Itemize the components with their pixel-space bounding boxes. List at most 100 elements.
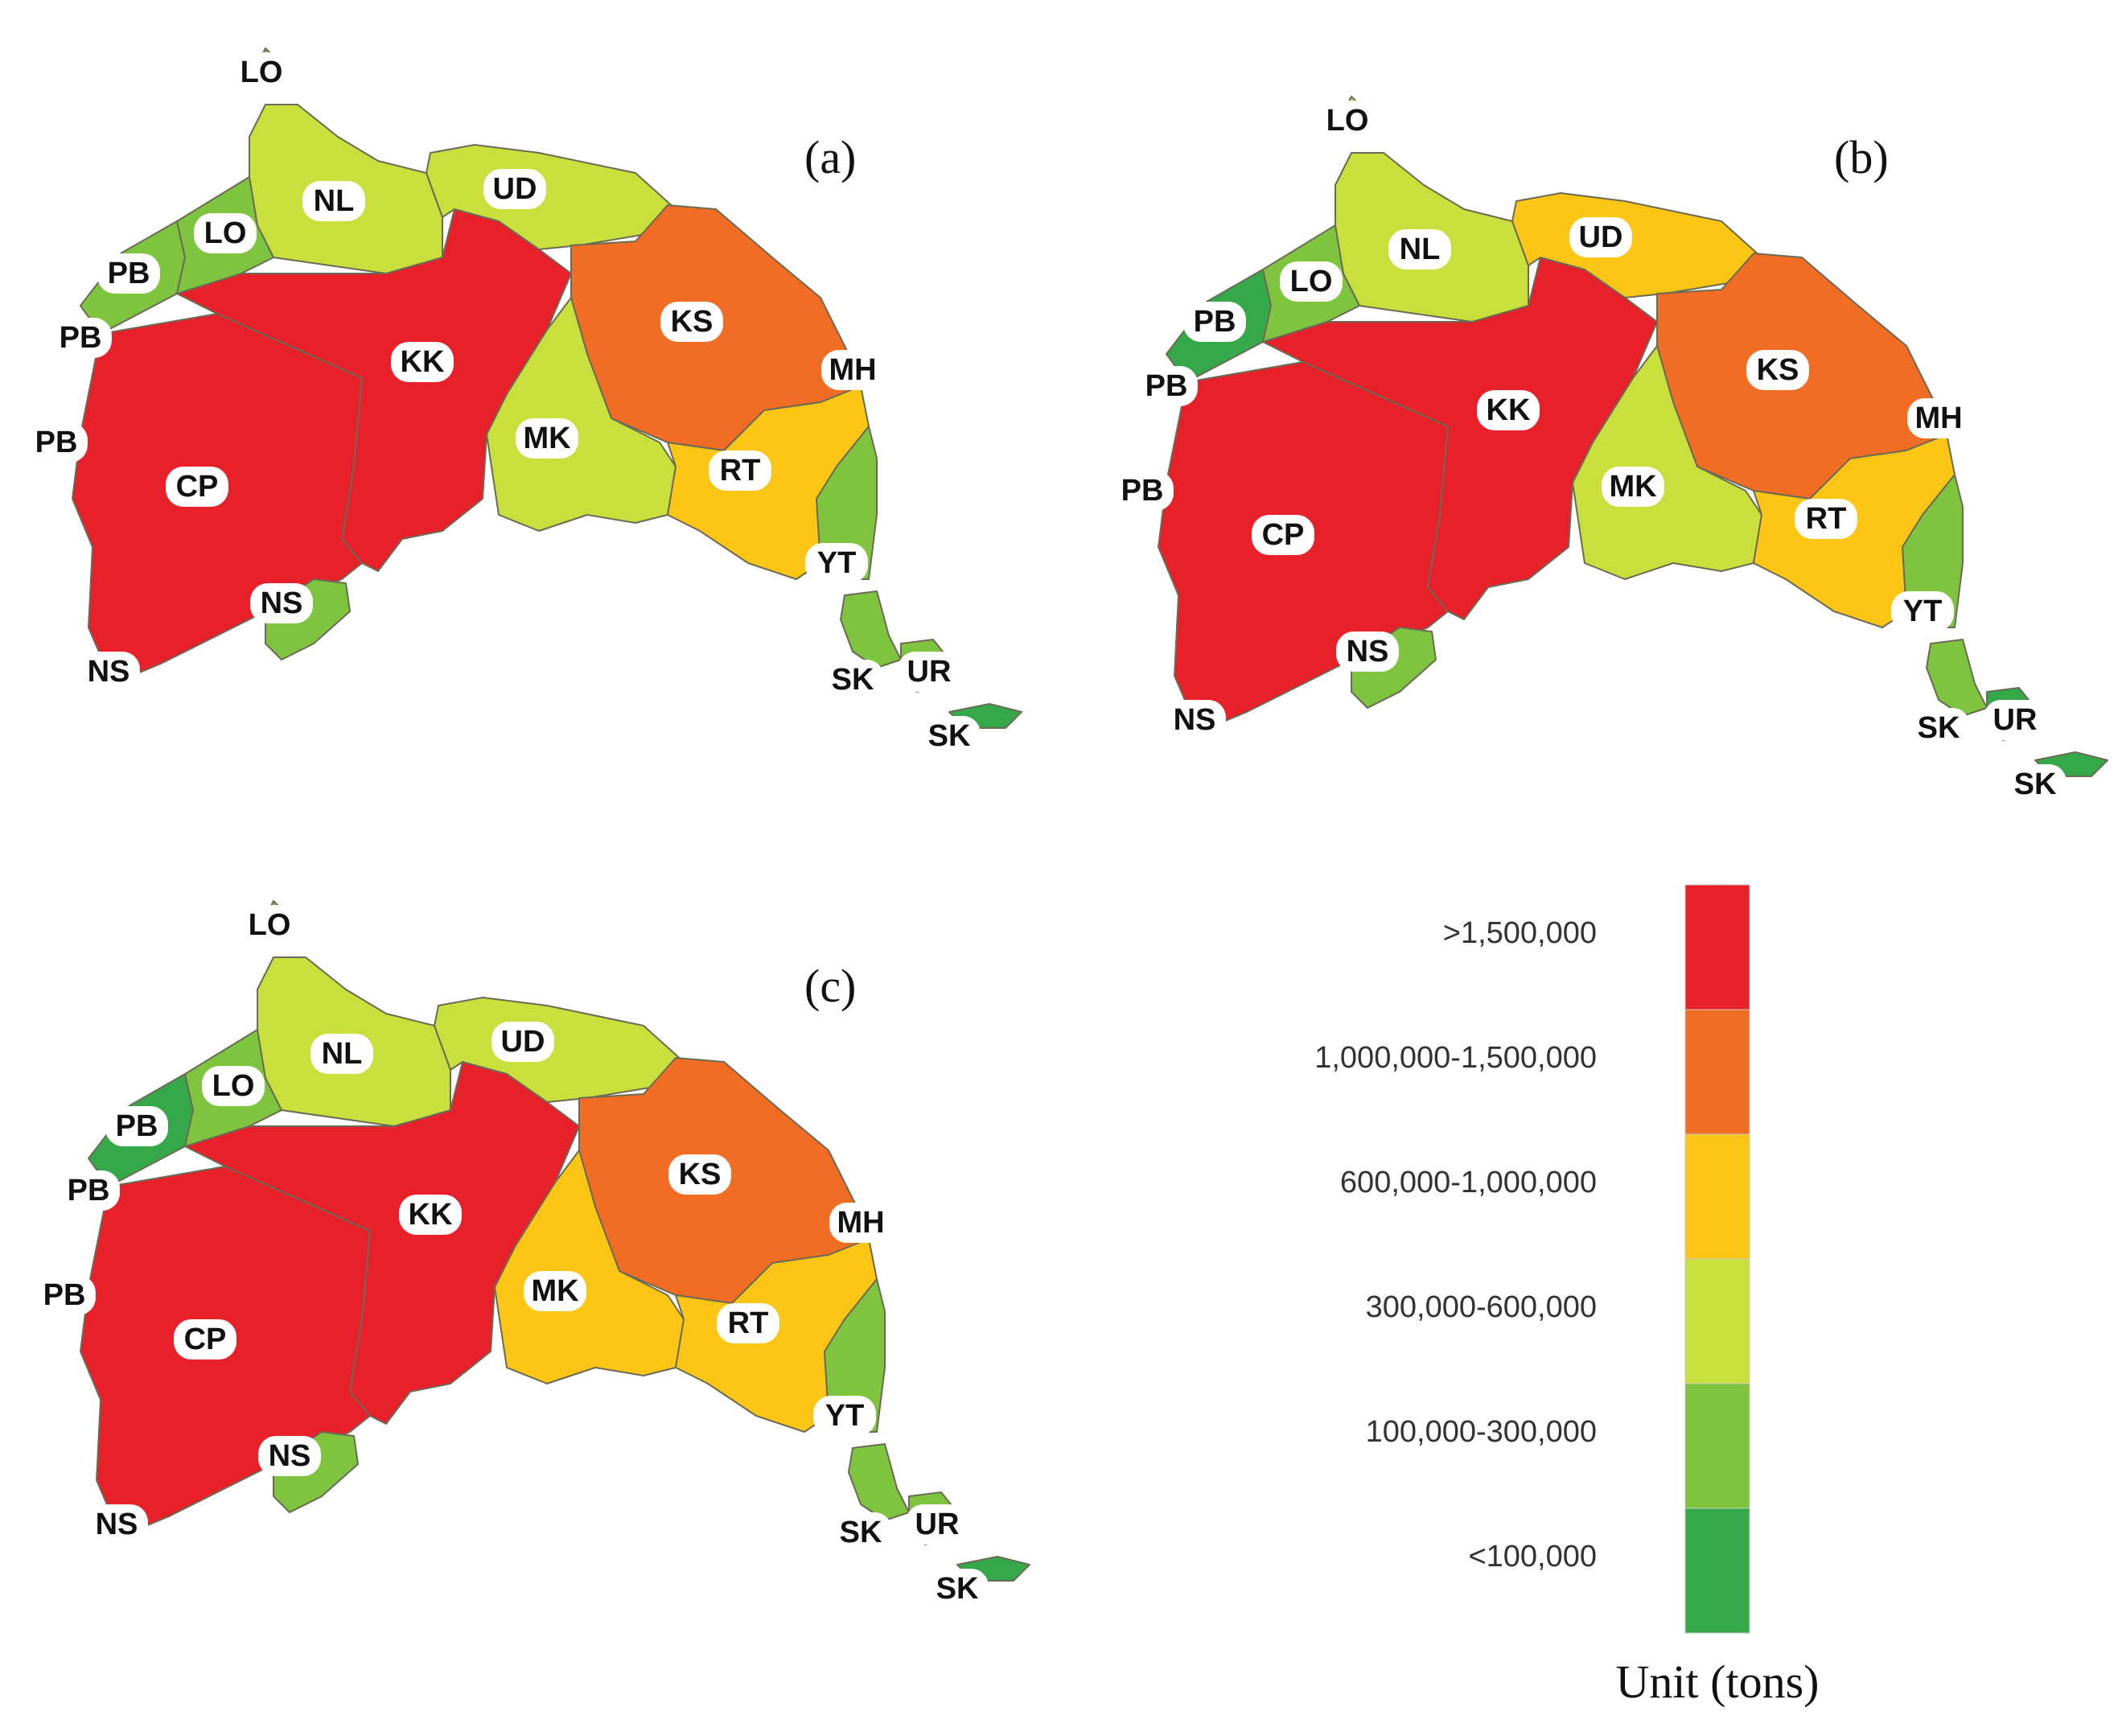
svg-text:YT: YT	[825, 1399, 865, 1433]
svg-text:MK: MK	[523, 422, 571, 455]
panel-tag: (c)	[804, 960, 856, 1012]
map-label-cp: CP	[166, 467, 228, 507]
map-label-nl: NL	[311, 1034, 373, 1074]
map-label-sk1: SK	[821, 660, 884, 700]
svg-text:SK: SK	[832, 663, 874, 697]
map-label-pb1: PB	[1183, 302, 1246, 342]
map-label-ns1: NS	[1336, 631, 1399, 672]
legend-class-label: <100,000	[1468, 1540, 1597, 1574]
svg-text:NL: NL	[322, 1037, 363, 1071]
map-label-lo-top: LO	[230, 52, 293, 93]
svg-text:NL: NL	[314, 184, 355, 218]
map-label-ns2: NS	[85, 1504, 148, 1545]
map-label-sk2: SK	[2004, 764, 2067, 804]
legend-swatch	[1684, 884, 1750, 1010]
map-label-ks: KS	[660, 302, 723, 342]
svg-text:SK: SK	[936, 1572, 979, 1606]
map-label-pb2: PB	[1135, 366, 1198, 406]
svg-text:LO: LO	[1290, 265, 1333, 298]
svg-text:PB: PB	[60, 321, 102, 355]
svg-text:UD: UD	[493, 172, 537, 206]
map-label-ud: UD	[491, 1022, 554, 1062]
legend-class-label: 1,000,000-1,500,000	[1314, 1041, 1597, 1075]
map-label-rt: RT	[709, 450, 771, 491]
map-label-rt: RT	[1795, 499, 1857, 539]
region-mk	[486, 297, 677, 532]
legend-swatch	[1684, 1258, 1750, 1384]
svg-text:PB: PB	[43, 1278, 86, 1312]
region-yt	[1926, 639, 1988, 717]
map-label-ns2: NS	[77, 652, 140, 692]
svg-text:SK: SK	[1918, 711, 1960, 745]
region-yt	[840, 590, 902, 668]
map-label-ks: KS	[668, 1154, 731, 1195]
svg-text:YT: YT	[1903, 594, 1943, 628]
map-label-mk: MK	[1602, 467, 1664, 507]
map-label-kk: KK	[1477, 390, 1540, 430]
svg-text:YT: YT	[817, 546, 857, 580]
map-label-mk: MK	[524, 1271, 586, 1311]
map-label-rt: RT	[717, 1303, 779, 1343]
map-label-ns1: NS	[250, 583, 313, 623]
svg-text:PB: PB	[1194, 305, 1236, 339]
legend-class-label: >1,500,000	[1443, 916, 1597, 950]
svg-text:LO: LO	[241, 56, 283, 89]
svg-text:CP: CP	[184, 1323, 227, 1356]
region-mk	[1572, 345, 1762, 580]
map-label-mk: MK	[516, 418, 578, 459]
svg-text:MK: MK	[531, 1274, 579, 1308]
svg-text:LO: LO	[249, 908, 291, 942]
svg-text:NS: NS	[261, 586, 303, 620]
svg-text:UR: UR	[1993, 703, 2038, 737]
map-label-pb3: PB	[25, 422, 88, 463]
map-label-yt: YT	[805, 543, 868, 583]
svg-text:LO: LO	[204, 216, 247, 250]
svg-text:KS: KS	[679, 1158, 722, 1191]
svg-text:NS: NS	[1174, 703, 1216, 737]
svg-text:UD: UD	[501, 1025, 545, 1059]
svg-text:MK: MK	[1609, 470, 1657, 504]
map-label-kk: KK	[399, 1195, 462, 1235]
svg-text:NS: NS	[1347, 635, 1389, 668]
svg-text:UR: UR	[907, 655, 952, 689]
map-label-cp: CP	[174, 1319, 236, 1360]
map-label-nl: NL	[302, 181, 365, 221]
legend-swatch	[1684, 1383, 1750, 1509]
map-label-cp: CP	[1252, 515, 1314, 555]
map-label-ur: UR	[1984, 700, 2046, 740]
svg-text:RT: RT	[728, 1306, 769, 1340]
svg-text:KK: KK	[409, 1198, 453, 1232]
map-label-ns2: NS	[1163, 700, 1226, 740]
map-label-mh: MH	[829, 1203, 892, 1243]
svg-text:LO: LO	[1326, 104, 1369, 138]
panel-tag: (a)	[804, 131, 856, 183]
map-label-mh: MH	[1907, 398, 1970, 438]
region-yt	[848, 1443, 910, 1521]
svg-text:RT: RT	[1806, 502, 1847, 536]
map-label-sk2: SK	[918, 716, 981, 756]
map-label-lo: LO	[194, 213, 257, 253]
svg-text:KS: KS	[1757, 353, 1799, 387]
svg-text:LO: LO	[212, 1069, 255, 1103]
map-label-ur: UR	[906, 1504, 969, 1545]
svg-text:KS: KS	[671, 305, 714, 339]
map-label-lo: LO	[202, 1066, 265, 1106]
legend-class-label: 300,000-600,000	[1366, 1290, 1597, 1324]
svg-text:CP: CP	[176, 470, 219, 504]
svg-text:NS: NS	[96, 1508, 138, 1541]
map-label-mh: MH	[821, 350, 884, 390]
panel-tag: (b)	[1834, 131, 1889, 183]
map-label-kk: KK	[391, 342, 454, 382]
svg-text:NL: NL	[1400, 232, 1441, 266]
map-label-lo-top: LO	[1316, 101, 1379, 141]
svg-text:UR: UR	[915, 1508, 960, 1541]
svg-text:PB: PB	[116, 1109, 158, 1143]
map-label-ud: UD	[1569, 217, 1632, 257]
map-label-ur: UR	[898, 652, 960, 692]
map-label-sk1: SK	[829, 1512, 892, 1553]
svg-text:PB: PB	[108, 257, 150, 290]
map-label-pb2: PB	[57, 1170, 120, 1211]
